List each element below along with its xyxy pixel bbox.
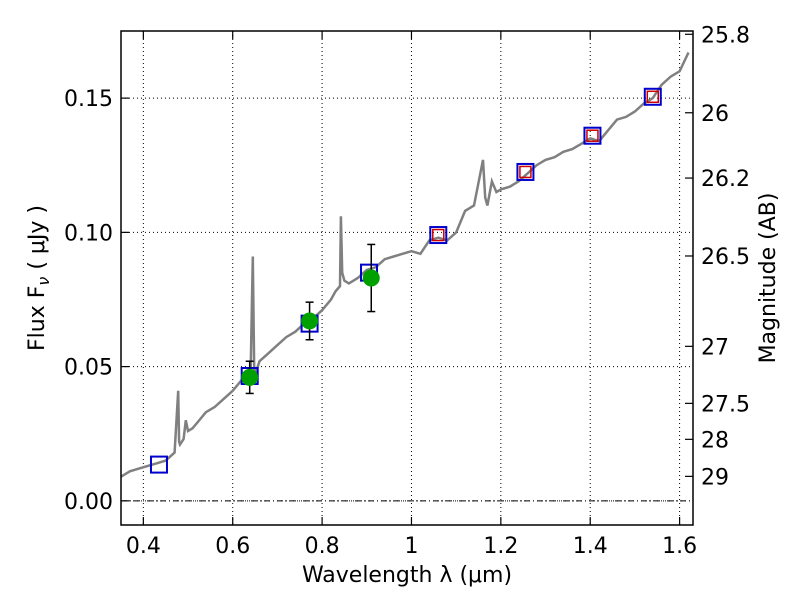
upper-point xyxy=(586,129,599,142)
observed-point xyxy=(301,312,319,330)
observed-point xyxy=(241,368,259,386)
y2-tick-label: 26.2 xyxy=(701,167,750,192)
y2-tick-label: 25.8 xyxy=(701,23,750,48)
x-tick-label: 0.8 xyxy=(305,534,340,559)
plot-frame xyxy=(120,30,694,526)
model-point xyxy=(149,455,168,474)
observed-point xyxy=(362,269,380,287)
y2-axis-label: Magnitude (AB) xyxy=(756,193,781,364)
model-point xyxy=(516,162,535,181)
model-points-layer xyxy=(149,87,662,474)
upper-point xyxy=(519,165,532,179)
model-spectrum-line xyxy=(120,51,690,478)
y-tick-label: 0.05 xyxy=(64,356,113,381)
y2-ticks-layer: 25.8 26 26.2 26.5 27 27.5 28 29 xyxy=(685,23,750,490)
y-axis-label-main: Flux F xyxy=(25,286,50,351)
y2-tick-label: 26.5 xyxy=(701,245,750,270)
upper-point xyxy=(646,90,660,104)
x-tick-label: 0.4 xyxy=(126,534,161,559)
upper-points-layer xyxy=(432,90,660,242)
upper-point xyxy=(432,228,445,242)
y2-tick-label: 26 xyxy=(701,102,729,127)
x-tick-label: 0.6 xyxy=(215,534,250,559)
x-axis-label: Wavelength λ (μm) xyxy=(302,563,512,588)
y2-tick-label: 27.5 xyxy=(701,392,750,417)
model-point xyxy=(643,87,662,106)
y-ticks-layer: 0.00 0.05 0.10 0.15 xyxy=(64,87,129,515)
y-axis-label-subscript: ν xyxy=(34,277,53,286)
observed-points-layer xyxy=(241,243,380,395)
y-tick-label: 0.15 xyxy=(64,87,113,112)
y-axis-label-units: ( μJy ) xyxy=(25,205,50,277)
y2-tick-label: 28 xyxy=(701,428,729,453)
y2-tick-label: 29 xyxy=(701,465,729,490)
x-tick-label: 1.2 xyxy=(483,534,518,559)
model-point xyxy=(429,226,448,245)
x-tick-label: 1.4 xyxy=(573,534,608,559)
y-axis-label: Flux Fν ( μJy ) xyxy=(25,205,53,351)
x-tick-label: 1.6 xyxy=(662,534,697,559)
x-tick-label: 1 xyxy=(404,534,418,559)
y-tick-label: 0.00 xyxy=(64,490,113,515)
y2-tick-label: 27 xyxy=(701,335,729,360)
grid-layer xyxy=(121,31,693,525)
x-ticks-layer: 0.4 0.6 0.8 1 1.2 1.4 1.6 xyxy=(126,31,697,559)
model-point xyxy=(583,126,602,145)
y-tick-label: 0.10 xyxy=(64,221,113,246)
